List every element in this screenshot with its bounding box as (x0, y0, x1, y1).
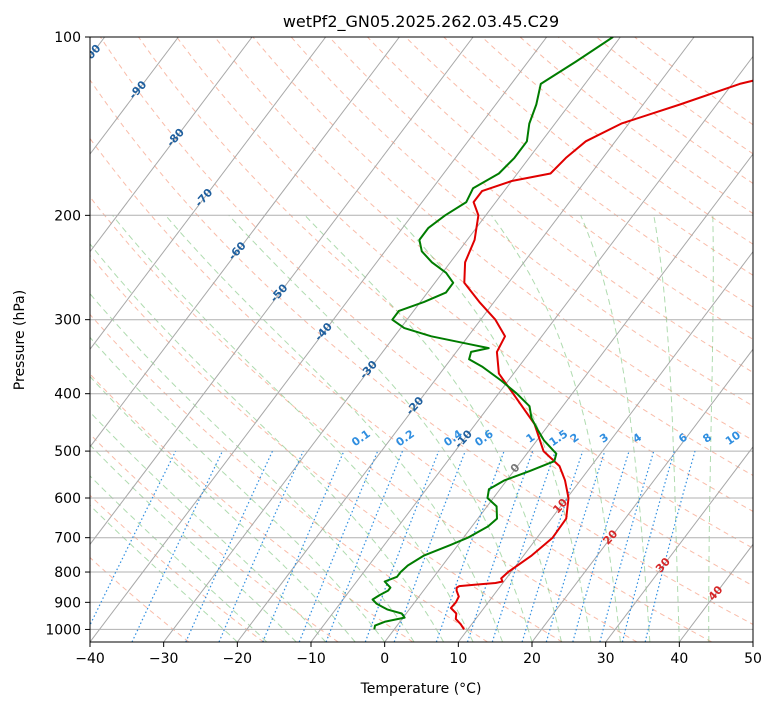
x-tick-label: 20 (523, 651, 541, 667)
isotherm (90, 37, 548, 642)
moist-adiabat (90, 293, 415, 642)
y-tick-label: 500 (54, 444, 81, 460)
dry-adiabat (90, 137, 712, 642)
moist-adiabat (90, 411, 327, 642)
moist-adiabat (708, 215, 714, 642)
dry-adiabat (328, 37, 753, 373)
isotherm (90, 37, 253, 253)
dewpoint-profile-line (371, 37, 614, 630)
x-tick-label: −30 (149, 651, 179, 667)
x-tick-label: 0 (380, 651, 389, 667)
x-tick-label: 50 (744, 651, 762, 667)
dry-adiabat (90, 433, 339, 642)
moist-adiabat (90, 504, 238, 642)
moist-adiabat (90, 444, 297, 642)
dry-adiabat (176, 37, 753, 512)
chart-title: wetPf2_GN05.2025.262.03.45.C29 (283, 12, 559, 32)
dry-adiabat (90, 196, 638, 642)
isotherm (90, 37, 400, 448)
moist-adiabat (228, 214, 533, 642)
dry-adiabat (367, 37, 753, 340)
y-tick-label: 200 (54, 208, 81, 224)
mixing-ratio-line (90, 450, 177, 627)
axis-ticks: −40 −30 −20 −10 0 10 20 30 40 50 1000 900 800 700 600 5… (45, 30, 762, 667)
isotherm (310, 55, 753, 642)
moist-adiabat (394, 214, 592, 642)
y-tick-label: 600 (54, 491, 81, 507)
dry-adiabat (90, 78, 753, 625)
x-axis-label: Temperature (°C) (360, 681, 482, 697)
dry-adiabat (252, 37, 753, 441)
isotherm (531, 348, 753, 642)
y-tick-label: 900 (54, 595, 81, 611)
isotherm (90, 37, 474, 546)
mixing-ratio-line (644, 450, 696, 642)
x-tick-label: 30 (597, 651, 615, 667)
mixing-ratio-line (218, 450, 304, 642)
isotherm (163, 37, 621, 642)
y-tick-label: 100 (54, 30, 81, 46)
dry-adiabat (99, 37, 753, 587)
dry-adiabat (90, 373, 414, 642)
mixing-ratio-line (364, 450, 440, 642)
isotherm (90, 37, 327, 351)
isotherm (605, 446, 753, 642)
dry-adiabat (443, 37, 753, 276)
mixing-ratio-line (262, 450, 345, 642)
plot-frame (89, 36, 754, 643)
isotherm (90, 37, 179, 155)
mixing-ratio-line (545, 450, 606, 642)
dry-adiabat (90, 254, 563, 642)
dry-adiabat (405, 37, 753, 308)
moist-adiabat (653, 215, 680, 642)
isotherm (457, 250, 753, 642)
background-lines (90, 37, 753, 642)
x-tick-label: 40 (670, 651, 688, 667)
moist-adiabat (90, 243, 445, 642)
mixing-ratio-line (572, 450, 630, 642)
x-tick-label: −40 (75, 651, 105, 667)
mixing-ratio-line (325, 450, 404, 642)
dry-adiabat (138, 37, 753, 549)
moist-adiabat (90, 475, 268, 642)
x-tick-label: 10 (449, 651, 467, 667)
moist-adiabat (580, 215, 651, 642)
y-tick-label: 300 (54, 313, 81, 329)
y-tick-label: 1000 (45, 622, 81, 638)
mixing-ratio-line (621, 450, 675, 642)
mixing-ratio-line (599, 450, 655, 642)
y-tick-label: 700 (54, 531, 81, 547)
isotherm (236, 37, 695, 642)
moist-adiabat (90, 336, 386, 642)
dry-adiabat (290, 37, 753, 407)
moist-adiabat (165, 214, 503, 642)
y-axis-label: Pressure (hPa) (12, 290, 28, 390)
y-tick-label: 400 (54, 387, 81, 403)
dry-adiabat (596, 37, 753, 155)
x-tick-label: −20 (223, 651, 253, 667)
profile-lines (371, 37, 753, 630)
mixing-ratio-line (521, 450, 584, 642)
mixing-ratio-line (491, 450, 556, 642)
mixing-ratio-line (466, 450, 534, 642)
x-tick-label: −10 (296, 651, 326, 667)
y-tick-label: 800 (54, 565, 81, 581)
moist-adiabat (491, 215, 621, 642)
mixing-ratio-line (298, 450, 379, 642)
